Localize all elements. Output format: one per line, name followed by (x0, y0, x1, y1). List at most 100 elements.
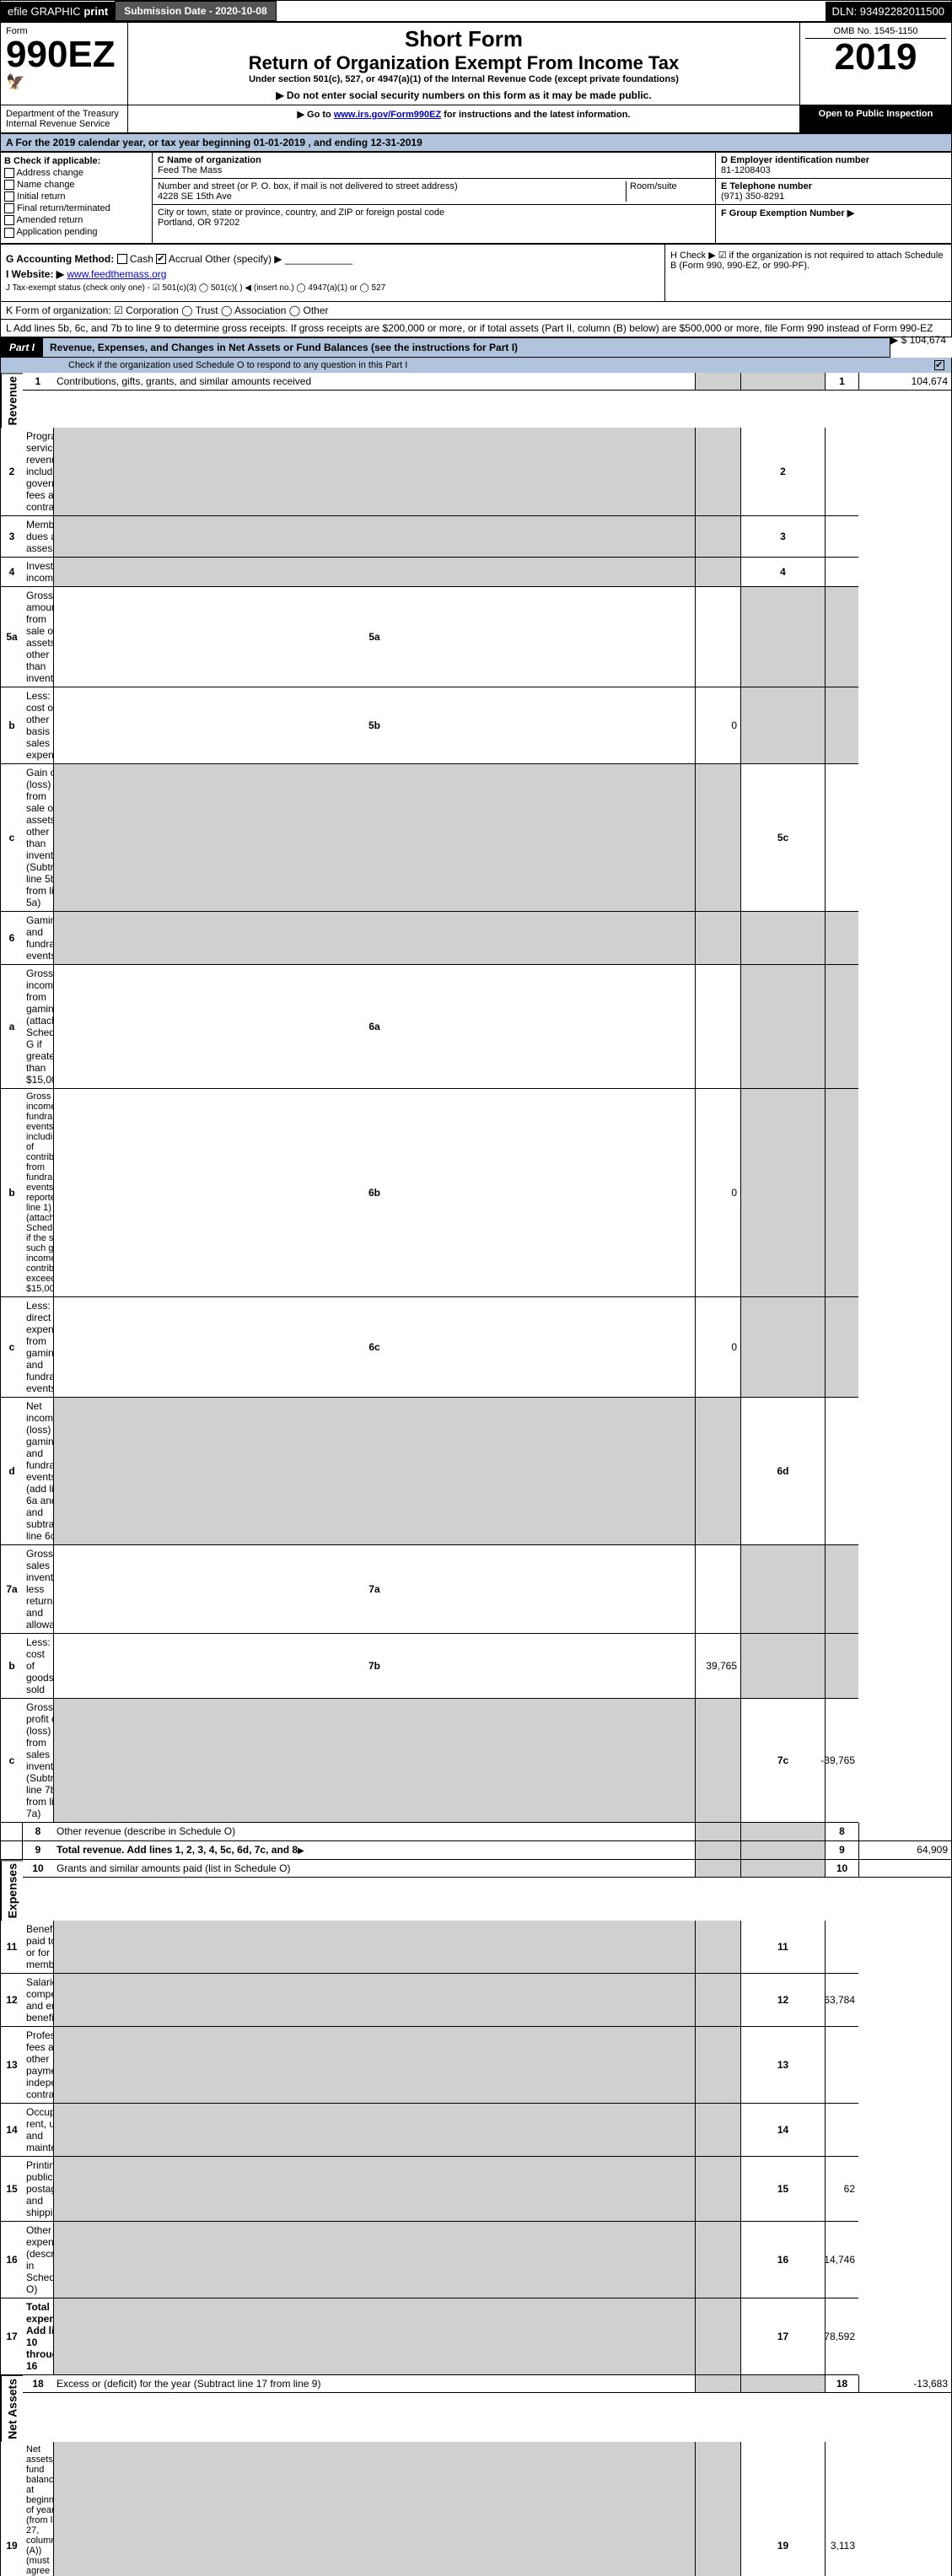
rn-15: 15 (740, 2157, 825, 2222)
row-12: 12 Salaries, other compensation, and emp… (0, 1974, 952, 2027)
val-14 (825, 2104, 858, 2157)
desc-18: Excess or (deficit) for the year (Subtra… (53, 2375, 695, 2393)
opt4-text: Amended return (16, 215, 83, 225)
sn-7a: 7a (53, 1545, 695, 1634)
sn-6b: 6b (53, 1089, 695, 1297)
row-2: 2 Program service revenue including gove… (0, 428, 952, 516)
accrual-label: Accrual (169, 253, 202, 265)
d-label: D Employer identification number (721, 155, 869, 165)
part1-check-text: Check if the organization used Schedule … (68, 360, 407, 370)
dept-text: Department of the Treasury (6, 109, 119, 119)
ln1: 1 (23, 373, 53, 391)
ln14: 14 (1, 2104, 23, 2157)
gh-left: G Accounting Method: Cash Accrual Other … (1, 245, 664, 301)
print-text[interactable]: print (83, 5, 108, 18)
desc-14: Occupancy, rent, utilities, and maintena… (23, 2104, 53, 2157)
ln2: 2 (1, 428, 23, 516)
row-7c: c Gross profit or (loss) from sales of i… (0, 1699, 952, 1823)
sub-blank (695, 373, 740, 391)
row-6b: b Gross income from fundraising events (… (0, 1089, 952, 1297)
val-10 (858, 1860, 951, 1878)
ln5b: b (1, 687, 23, 764)
opt-address-change[interactable]: Address change (4, 168, 148, 178)
row-6a: a Gross income from gaming (attach Sched… (0, 965, 952, 1089)
sv-7b: 39,765 (695, 1634, 740, 1699)
open-to-public: Open to Public Inspection (799, 105, 951, 132)
warn1: ▶ Do not enter social security numbers o… (133, 89, 794, 101)
val-6d (825, 1398, 858, 1545)
sv-6b: 0 (695, 1089, 740, 1297)
street-cell: Number and street (or P. O. box, if mail… (158, 181, 626, 202)
sn-6c: 6c (53, 1297, 695, 1398)
cash-checkbox[interactable] (117, 254, 127, 264)
ln5c: c (1, 764, 23, 912)
row-13: 13 Professional fees and other payments … (0, 2027, 952, 2104)
cash-label: Cash (130, 253, 153, 265)
e-label: E Telephone number (721, 181, 812, 191)
part1-header: Part I Revenue, Expenses, and Changes in… (0, 337, 890, 358)
desc-5b: Less: cost or other basis and sales expe… (23, 687, 53, 764)
desc-6d: Net income or (loss) from gaming and fun… (23, 1398, 53, 1545)
part1-check[interactable] (934, 360, 944, 370)
row-19: 19 Net assets or fund balances at beginn… (0, 2442, 952, 2576)
subval-blank (740, 373, 825, 391)
val-9: 64,909 (858, 1841, 951, 1860)
warn2b: for instructions and the latest informat… (441, 110, 630, 120)
rn-12: 12 (740, 1974, 825, 2027)
row-18: Net Assets 18 Excess or (deficit) for th… (0, 2375, 952, 2442)
city-row: City or town, state or province, country… (153, 205, 715, 230)
desc-7b: Less: cost of goods sold (23, 1634, 53, 1699)
net-assets-label: Net Assets (1, 2375, 23, 2442)
opt-amended[interactable]: Amended return (4, 215, 148, 225)
c-label: C Name of organization (158, 155, 261, 165)
other-label: Other (specify) ▶ (205, 253, 282, 265)
section-k: K Form of organization: ☑ Corporation ◯ … (0, 302, 952, 320)
irs-text: Internal Revenue Service (6, 119, 110, 129)
form-number-box: Form 990EZ 🦅 (1, 23, 127, 105)
desc-5c: Gain or (loss) from sale of assets other… (23, 764, 53, 912)
street-row: Number and street (or P. O. box, if mail… (153, 179, 715, 205)
row-4: 4 Investment income 4 (0, 558, 952, 587)
year-box: OMB No. 1545-1150 2019 (799, 23, 951, 105)
f-label: F Group Exemption Number ▶ (721, 208, 854, 218)
f-row: F Group Exemption Number ▶ (716, 205, 951, 221)
form-990ez: 990EZ (6, 36, 122, 73)
opt-initial-return[interactable]: Initial return (4, 191, 148, 202)
opt-app-pending[interactable]: Application pending (4, 227, 148, 237)
d-row: D Employer identification number 81-1208… (716, 153, 951, 179)
g-label: G Accounting Method: (6, 253, 114, 265)
irs-link[interactable]: www.irs.gov/Form990EZ (334, 110, 441, 120)
val-19: 3,113 (825, 2442, 858, 2576)
title-center: Short Form Return of Organization Exempt… (127, 23, 799, 105)
ln18: 18 (23, 2375, 53, 2393)
city-value: Portland, OR 97202 (158, 218, 239, 228)
section-b-block: B Check if applicable: Address change Na… (0, 152, 952, 244)
accrual-checkbox[interactable] (156, 254, 166, 264)
opt-final-return[interactable]: Final return/terminated (4, 203, 148, 213)
rn-7c: 7c (740, 1699, 825, 1823)
short-form-title: Short Form (133, 26, 794, 52)
val-15: 62 (825, 2157, 858, 2222)
desc-11: Benefits paid to or for members (23, 1921, 53, 1974)
tax-year: 2019 (805, 39, 946, 76)
ln13: 13 (1, 2027, 23, 2104)
section-j: J Tax-exempt status (check only one) - ☑… (6, 283, 659, 293)
ln3: 3 (1, 516, 23, 558)
rn-3: 3 (740, 516, 825, 558)
opt-name-change[interactable]: Name change (4, 180, 148, 190)
desc-5a: Gross amount from sale of assets other t… (23, 587, 53, 687)
ln15: 15 (1, 2157, 23, 2222)
ln10: 10 (23, 1860, 53, 1878)
val-17: 78,592 (825, 2298, 858, 2375)
opt1-text: Name change (17, 180, 75, 190)
section-b: B Check if applicable: Address change Na… (1, 153, 153, 243)
opt3-text: Final return/terminated (17, 203, 110, 213)
top-bar: efile GRAPHIC print Submission Date - 20… (0, 0, 952, 22)
row-3: 3 Membership dues and assessments 3 (0, 516, 952, 558)
row-5a: 5a Gross amount from sale of assets othe… (0, 587, 952, 687)
val-7c: -39,765 (825, 1699, 858, 1823)
website-link[interactable]: www.feedthemass.org (67, 268, 166, 280)
subtitle: Under section 501(c), 527, or 4947(a)(1)… (133, 74, 794, 84)
rn-8: 8 (825, 1823, 858, 1841)
part1-table: Revenue 1 Contributions, gifts, grants, … (0, 373, 952, 2576)
